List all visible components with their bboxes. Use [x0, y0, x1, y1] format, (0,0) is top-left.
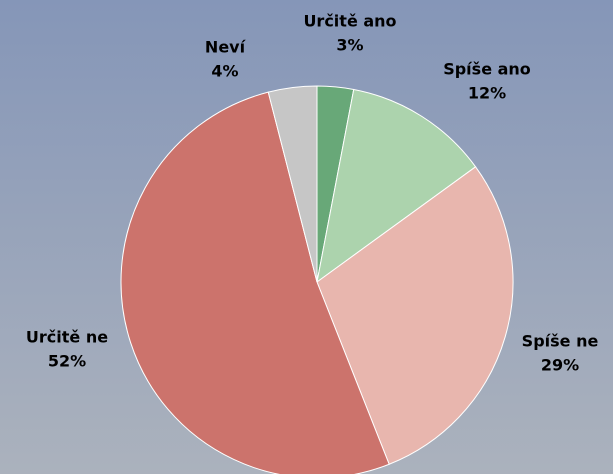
data-label: 12% [468, 84, 506, 103]
pie-slice [267, 85, 318, 283]
pie-slice [316, 166, 514, 465]
data-label: 4% [211, 62, 238, 81]
pie-slice [120, 91, 390, 474]
slice-label: Určitě ne [26, 328, 108, 347]
slice-label: Spíše ne [522, 332, 599, 351]
pie [120, 85, 514, 474]
slice-label: Neví [205, 38, 247, 57]
data-label: 3% [336, 36, 363, 55]
pie-slice [316, 88, 477, 284]
data-label: 29% [541, 356, 579, 375]
data-label: 52% [48, 352, 86, 371]
slice-label: Určitě ano [303, 12, 396, 31]
slice-label: Spíše ano [443, 60, 531, 79]
